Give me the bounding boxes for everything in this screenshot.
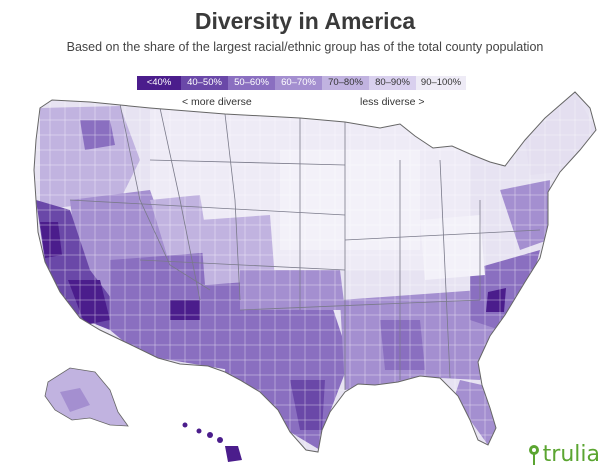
hawaii-inset	[182, 422, 242, 462]
map-pin-icon	[528, 444, 539, 465]
map-title: Diversity in America	[194, 8, 416, 34]
region-utah	[150, 195, 210, 265]
region-appalachia	[420, 215, 485, 280]
region-southern-california	[68, 280, 110, 325]
legend-less-diverse: less diverse >	[360, 96, 425, 108]
legend-bin-40-50: 40–50%	[181, 76, 228, 90]
county-choropleth-map	[33, 91, 597, 462]
legend-bin-lt40: <40%	[137, 76, 181, 90]
region-florida	[455, 380, 496, 445]
legend-bin-90-100: 90–100%	[416, 76, 466, 90]
legend-bin-70-80: 70–80%	[322, 76, 369, 90]
region-oklahoma	[240, 270, 345, 310]
region-new-england	[525, 92, 596, 175]
diversity-regions	[36, 92, 596, 450]
state-boundaries	[69, 103, 541, 390]
legend: <40% 40–50% 50–60% 60–70% 70–80% 80–90% …	[137, 76, 466, 90]
alaska-inset	[44, 367, 129, 427]
trulia-logo: trulia	[527, 442, 600, 467]
map-subtitle: Based on the share of the largest racial…	[66, 40, 544, 54]
legend-bin-60-70: 60–70%	[275, 76, 322, 90]
legend-bin-80-90: 80–90%	[369, 76, 416, 90]
brand-name: trulia	[542, 442, 600, 467]
alaska-west	[60, 388, 90, 412]
legend-bin-50-60: 50–60%	[228, 76, 275, 90]
region-northeast-corridor	[500, 180, 550, 250]
legend-more-diverse: < more diverse	[182, 96, 252, 108]
